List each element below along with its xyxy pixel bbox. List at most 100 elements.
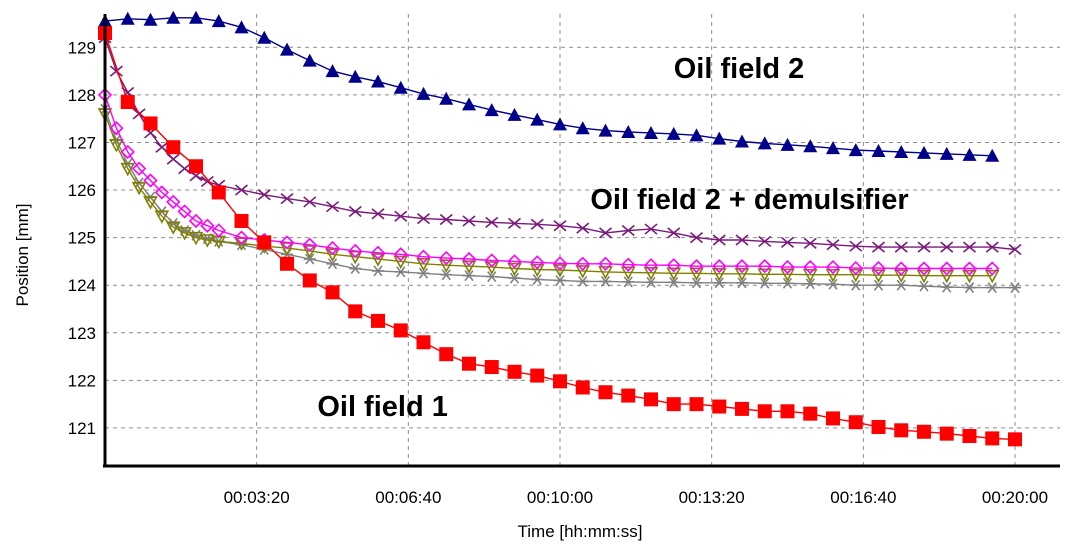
data-point <box>440 269 453 281</box>
data-point <box>598 256 613 271</box>
data-point <box>234 20 249 34</box>
data-point <box>484 261 500 275</box>
data-point <box>189 159 203 174</box>
x-axis-title: Time [hh:mm:ss] <box>518 522 643 541</box>
data-point <box>917 424 931 439</box>
data-point <box>894 241 908 253</box>
data-point <box>439 250 454 266</box>
data-point <box>178 163 192 175</box>
data-point <box>712 259 727 274</box>
y-tick-label: 127 <box>68 133 96 152</box>
data-point <box>553 374 567 389</box>
y-tick-label: 122 <box>68 371 96 390</box>
data-point <box>918 280 930 292</box>
tick-labels: 00:03:20 00:06:40 00:10:00 00:13:20 00:16:40… <box>68 38 1048 507</box>
data-point <box>393 247 408 262</box>
data-point <box>916 269 932 284</box>
data-point <box>507 262 522 277</box>
data-point <box>985 241 999 253</box>
data-point <box>257 30 272 44</box>
data-point <box>484 103 499 117</box>
data-point <box>872 279 885 291</box>
data-point <box>393 323 408 338</box>
data-point <box>644 125 658 139</box>
data-point <box>803 259 818 275</box>
data-point <box>1009 282 1021 294</box>
data-point <box>757 259 772 274</box>
data-point <box>689 267 704 281</box>
data-point <box>371 208 385 220</box>
data-point <box>848 143 863 157</box>
data-point <box>302 245 318 259</box>
data-point <box>530 112 545 126</box>
data-point <box>575 265 591 279</box>
data-point <box>302 53 317 67</box>
y-tick-label: 121 <box>68 419 96 438</box>
data-point <box>643 258 659 273</box>
data-point <box>962 241 977 253</box>
data-point <box>849 279 862 291</box>
data-point <box>575 121 590 135</box>
data-point <box>120 95 135 110</box>
data-point <box>326 258 339 270</box>
data-point <box>131 181 147 196</box>
data-point <box>757 268 773 282</box>
y-axis-title: Position [mm] <box>13 204 32 307</box>
data-point <box>713 277 726 289</box>
data-point <box>120 144 135 160</box>
data-point <box>826 411 840 426</box>
data-point <box>939 146 954 160</box>
data-point <box>325 240 340 256</box>
data-point <box>689 259 704 274</box>
data-point <box>439 91 454 105</box>
data-point <box>529 263 545 278</box>
data-point <box>188 231 204 246</box>
data-point <box>484 253 499 268</box>
data-point <box>211 185 226 200</box>
data-point <box>939 261 954 276</box>
data-point <box>166 194 181 210</box>
y-tick-label: 124 <box>68 276 96 295</box>
data-point <box>371 74 385 88</box>
data-point <box>349 263 362 275</box>
data-point <box>916 261 932 276</box>
data-point <box>143 173 158 188</box>
data-point <box>280 192 294 205</box>
data-point <box>485 271 498 283</box>
data-point <box>848 268 864 283</box>
data-point <box>257 235 272 250</box>
data-point <box>871 241 886 253</box>
data-point <box>507 254 522 269</box>
data-point <box>109 139 124 153</box>
data-point <box>530 368 545 383</box>
data-point <box>576 275 589 287</box>
data-point <box>963 282 976 294</box>
data-point <box>416 335 431 350</box>
data-point <box>848 260 863 276</box>
data-point <box>758 235 772 248</box>
data-point <box>154 210 170 224</box>
data-point <box>553 220 567 232</box>
data-point <box>507 364 522 379</box>
data-point <box>940 281 953 293</box>
data-point <box>735 401 749 416</box>
data-point <box>348 69 363 83</box>
data-point <box>962 147 977 161</box>
series-oil-field-1 <box>98 26 1022 447</box>
data-point <box>109 65 123 77</box>
series-pink-series <box>97 87 1000 276</box>
data-point <box>962 269 977 284</box>
data-point <box>257 189 271 201</box>
data-point <box>347 250 363 265</box>
data-point <box>393 80 408 94</box>
data-point <box>485 216 499 229</box>
x-tick-label: 00:20:00 <box>982 488 1048 507</box>
data-point <box>302 273 317 288</box>
data-point <box>622 276 635 288</box>
data-point <box>734 267 750 282</box>
data-point <box>154 185 170 200</box>
data-point <box>643 267 659 281</box>
data-point <box>530 218 544 230</box>
data-point <box>780 404 795 419</box>
data-point <box>621 124 636 138</box>
